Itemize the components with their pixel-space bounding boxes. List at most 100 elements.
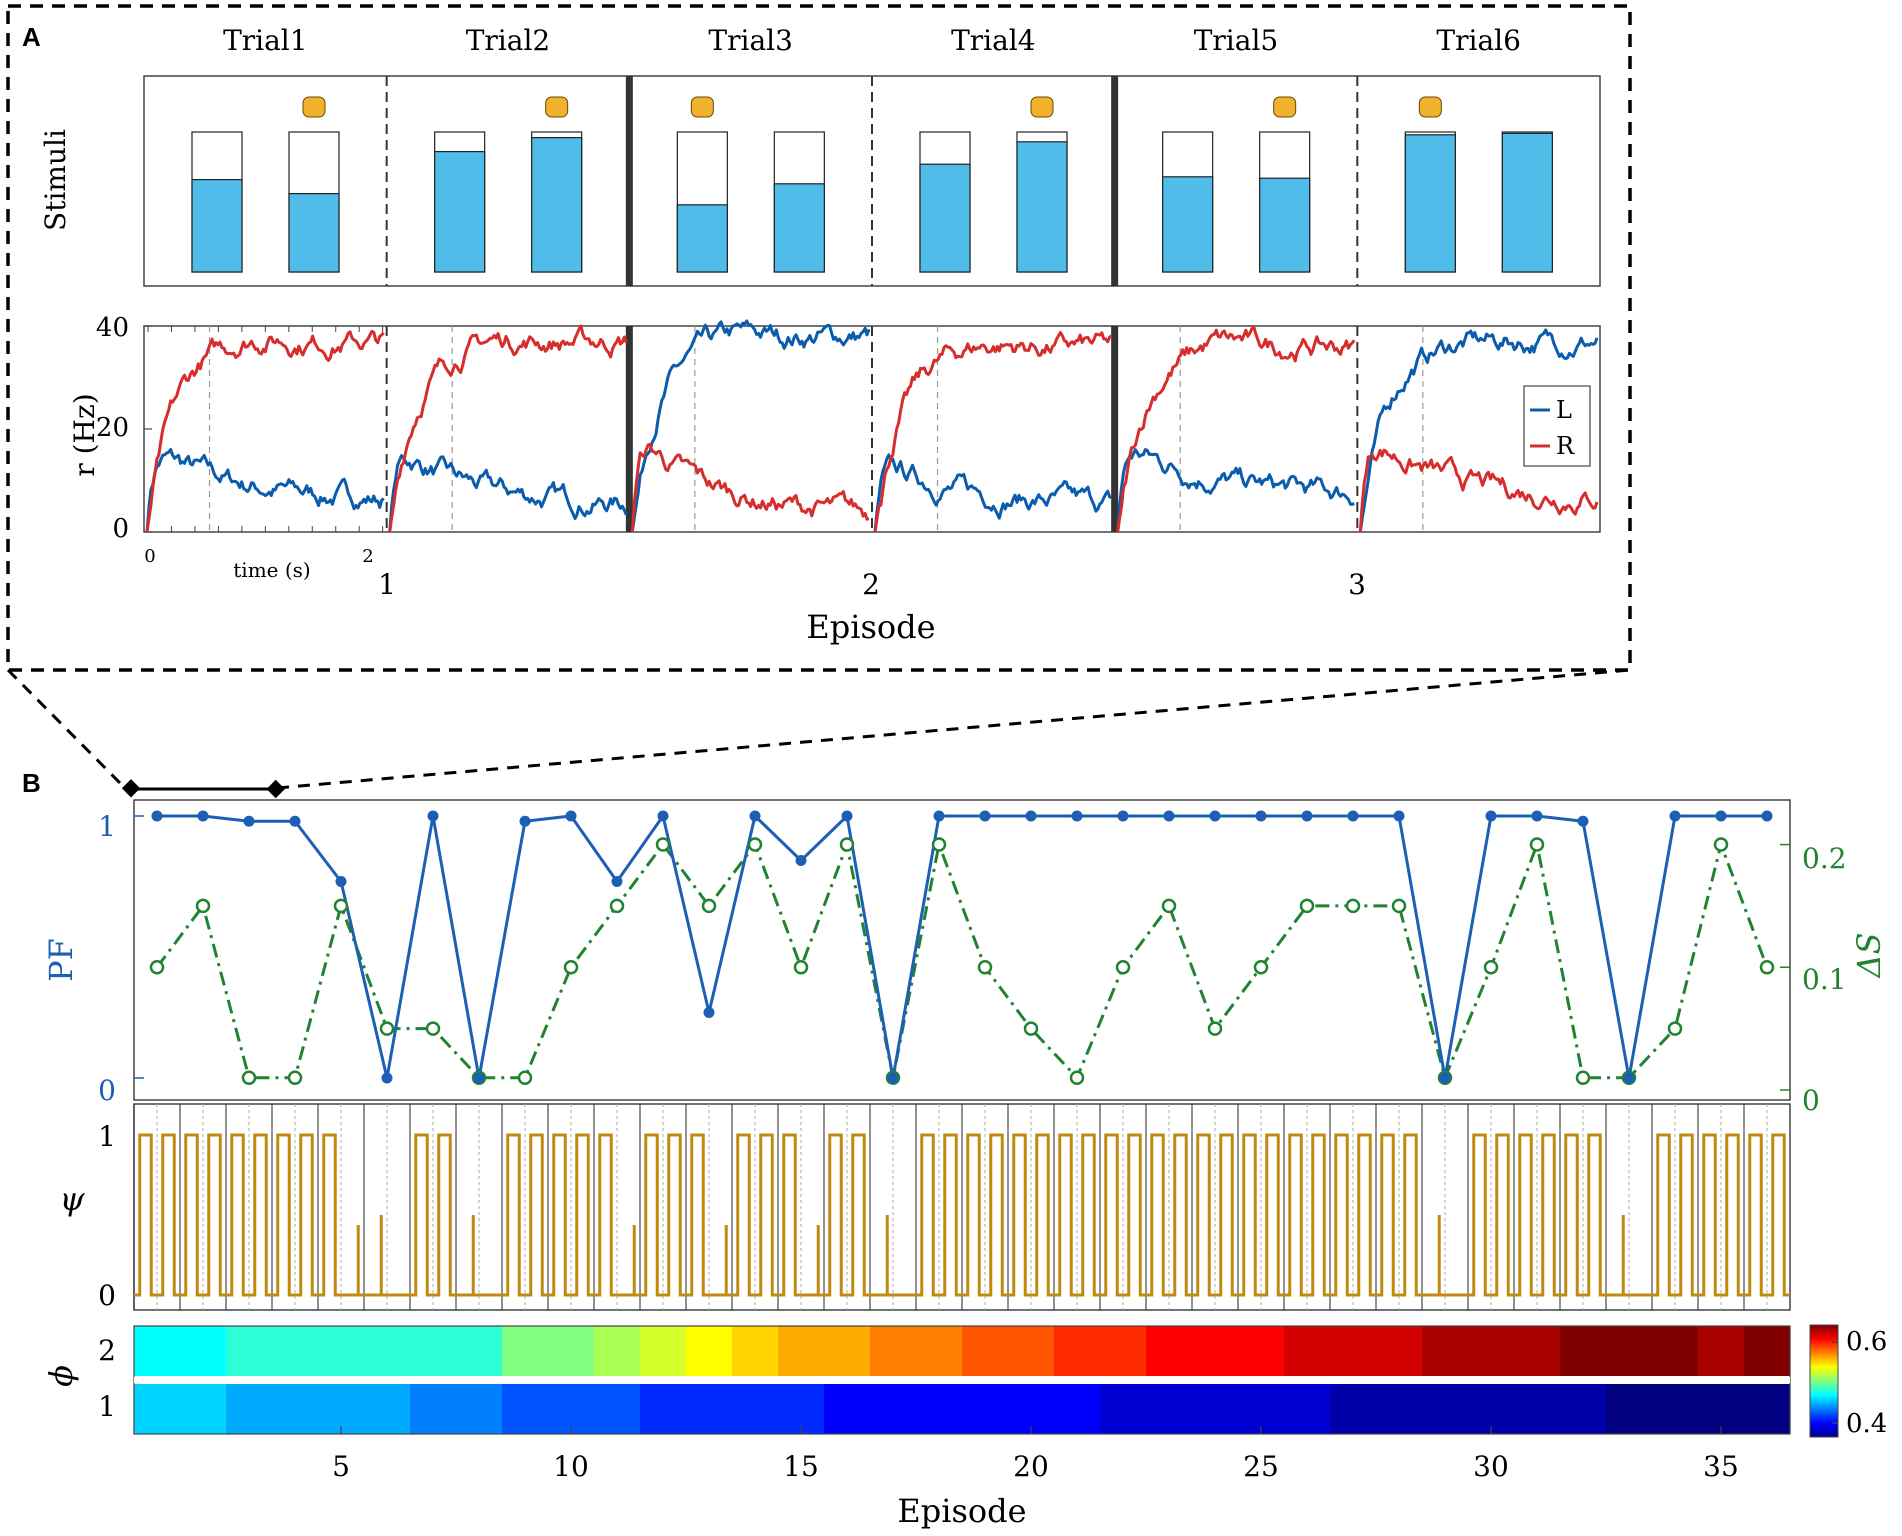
pf-point-14: [749, 810, 761, 822]
trial-title-1: Trial1: [223, 24, 307, 57]
phi2-cell-23: [1146, 1326, 1193, 1376]
phi1-cell-1: [134, 1384, 181, 1434]
ds-point-34: [1667, 1021, 1683, 1036]
pf-axes: [133, 799, 1791, 1101]
phi-xtick-10: 10: [553, 1450, 589, 1483]
ds-point-26: [1299, 898, 1315, 914]
psi-line: [133, 1104, 1790, 1310]
rates-ytick-0: 0: [112, 514, 129, 544]
phi2-cell-8: [456, 1326, 503, 1376]
zoom-marker-left: [121, 779, 141, 798]
ds-point-21: [1069, 1070, 1085, 1085]
phi1-cell-13: [686, 1384, 733, 1434]
phi2-cell-4: [272, 1326, 319, 1376]
phi1-cell-2: [180, 1384, 227, 1434]
ds-point-22: [1115, 960, 1131, 975]
phi2-cell-32: [1560, 1326, 1607, 1376]
ds-point-36: [1759, 960, 1775, 975]
pf-series-line: [157, 812, 1767, 1079]
ds-point-11: [609, 898, 625, 914]
ds-point-5: [333, 898, 349, 914]
colorbar: [1809, 1324, 1839, 1438]
pf-point-1: [151, 810, 163, 822]
pf-point-12: [657, 810, 669, 822]
zoom-connector-left: [6, 668, 127, 790]
phi2-cell-20: [1008, 1326, 1055, 1376]
phi1-cell-3: [226, 1384, 273, 1434]
phi2-cell-2: [180, 1326, 227, 1376]
phi2-cell-18: [916, 1326, 963, 1376]
ds-point-15: [793, 960, 809, 975]
pf-point-9: [519, 815, 531, 827]
bottle-fill-left-2: [434, 151, 486, 273]
phi1-cell-19: [962, 1384, 1009, 1434]
psi-series-line: [134, 1133, 1790, 1297]
pf-point-24: [1209, 810, 1221, 822]
trial-title-5: Trial5: [1194, 24, 1278, 57]
pf-ytick-0: 0: [98, 1074, 116, 1107]
ds-point-31: [1529, 837, 1545, 852]
phi1-cell-18: [916, 1384, 963, 1434]
bottle-fill-left-6: [1404, 134, 1456, 273]
phi2-cell-12: [640, 1326, 687, 1376]
pf-point-18: [933, 810, 945, 822]
pf-point-17: [887, 1072, 899, 1084]
pf-point-11: [611, 876, 623, 887]
pf-point-4: [289, 815, 301, 827]
ds-point-13: [701, 898, 717, 914]
legend-r-label: R: [1556, 432, 1575, 460]
pf-point-32: [1577, 815, 1589, 827]
rates-lines: [144, 319, 1599, 533]
panel-a-label: A: [22, 22, 41, 52]
ds-point-32: [1575, 1070, 1591, 1085]
reward-disk-icon-3: [690, 96, 714, 118]
pf-point-7: [427, 810, 439, 822]
episode-tick-2: 2: [862, 568, 880, 601]
phi1-cell-27: [1330, 1384, 1377, 1434]
phi-xlabel: Episode: [897, 1492, 1026, 1530]
pf-point-30: [1485, 810, 1497, 822]
ds-point-2: [195, 898, 211, 914]
phi1-cell-7: [410, 1384, 457, 1434]
ds-point-27: [1345, 898, 1361, 914]
phi1-cell-35: [1698, 1384, 1745, 1434]
legend-box: [1523, 385, 1591, 467]
ds-point-30: [1483, 960, 1499, 975]
ds-point-6: [379, 1021, 395, 1036]
phi2-cell-16: [824, 1326, 871, 1376]
ds-point-28: [1391, 898, 1407, 914]
phi2-cell-1: [134, 1326, 181, 1376]
phi1-cell-12: [640, 1384, 687, 1434]
phi1-cell-30: [1468, 1384, 1515, 1434]
ds-ytick-01: 0.1: [1802, 963, 1847, 996]
pf-point-8: [473, 1072, 485, 1084]
rates-xlabel: Episode: [806, 608, 935, 646]
phi1-cell-32: [1560, 1384, 1607, 1434]
pf-point-25: [1255, 810, 1267, 822]
pf-point-29: [1439, 1072, 1451, 1084]
phi1-cell-24: [1192, 1384, 1239, 1434]
phi2-cell-30: [1468, 1326, 1515, 1376]
reward-disk-icon-6: [1418, 96, 1442, 118]
trial-title-6: Trial6: [1436, 24, 1520, 57]
panel-b-label: B: [22, 768, 41, 798]
colorbar-label-high: 0.6: [1846, 1327, 1887, 1357]
pf-ds-lines: [134, 810, 1790, 1091]
phi1-cell-23: [1146, 1384, 1193, 1434]
rates-legend: L R: [1523, 385, 1591, 467]
ds-point-1: [149, 960, 165, 975]
ds-ytick-0: 0: [1802, 1084, 1820, 1117]
phi2-cell-3: [226, 1326, 273, 1376]
ds-point-20: [1023, 1021, 1039, 1036]
stimuli-bottles: [191, 76, 1553, 286]
bottle-fill-right-3: [773, 183, 825, 273]
phi2-cell-33: [1606, 1326, 1653, 1376]
phi2-cell-29: [1422, 1326, 1469, 1376]
phi2-cell-25: [1238, 1326, 1285, 1376]
ds-point-18: [931, 837, 947, 852]
ds-series-line: [155, 839, 1769, 1083]
pf-point-15: [795, 855, 807, 867]
phi1-cell-15: [778, 1384, 825, 1434]
phi2-cell-35: [1698, 1326, 1745, 1376]
